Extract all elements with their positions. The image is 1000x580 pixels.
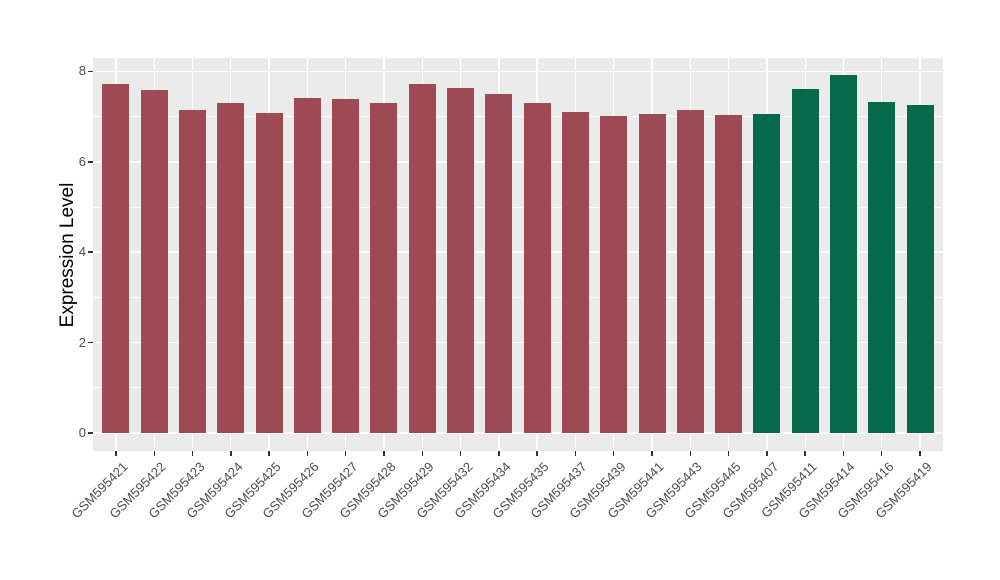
bar-GSM595414: [829, 74, 857, 433]
x-tick-mark: [191, 451, 194, 456]
gridline-major: [93, 251, 943, 253]
x-tick-mark: [421, 451, 424, 456]
bar-GSM595419: [906, 104, 934, 433]
bar-GSM595426: [293, 97, 321, 433]
bar-GSM595441: [638, 114, 666, 433]
y-tick-label: 6: [78, 153, 86, 169]
x-tick-mark: [919, 451, 921, 456]
x-tick-mark: [230, 451, 232, 456]
x-tick-mark: [383, 451, 385, 456]
bar-GSM595411: [791, 88, 819, 433]
y-tick-mark: [88, 251, 93, 253]
gridline-minor: [93, 296, 943, 298]
bar-GSM595425: [255, 112, 283, 433]
gridline-minor: [93, 116, 943, 118]
y-tick-mark: [88, 161, 93, 163]
bar-GSM595421: [102, 84, 130, 433]
x-tick-mark: [498, 451, 500, 456]
x-tick-mark: [766, 451, 768, 456]
bar-GSM595407: [753, 113, 781, 433]
y-axis-title: Expression Level: [57, 182, 78, 328]
x-tick-mark: [727, 451, 730, 456]
bar-GSM595416: [868, 101, 896, 433]
bar-GSM595435: [523, 102, 551, 433]
bar-GSM595424: [217, 103, 245, 433]
bar-GSM595422: [140, 90, 168, 433]
y-tick-mark: [88, 70, 93, 73]
bar-GSM595427: [332, 98, 360, 433]
y-tick-mark: [88, 341, 93, 344]
x-tick-mark: [306, 451, 309, 456]
bar-GSM595432: [447, 88, 475, 433]
y-tick-label: 4: [78, 244, 86, 260]
bar-GSM595439: [600, 116, 628, 433]
bar-GSM595443: [676, 110, 704, 433]
y-tick-label: 2: [78, 334, 86, 350]
x-tick-mark: [268, 451, 270, 456]
gridline-major: [93, 161, 943, 163]
y-tick-label: 0: [78, 425, 86, 440]
x-tick-mark: [804, 451, 806, 456]
gridline-major: [93, 70, 943, 73]
bar-GSM595429: [408, 83, 436, 433]
x-tick-mark: [689, 451, 692, 456]
gridline-major: [93, 432, 943, 434]
gridline-minor: [93, 206, 943, 208]
y-tick-label: 8: [78, 63, 86, 79]
x-tick-mark: [880, 451, 883, 456]
x-tick-mark: [153, 451, 155, 456]
x-tick-mark: [612, 451, 615, 456]
x-tick-mark: [115, 451, 117, 456]
x-tick-mark: [536, 451, 538, 456]
bar-GSM595445: [715, 115, 743, 433]
gridline-major: [93, 341, 943, 344]
x-tick-mark: [459, 451, 462, 456]
x-tick-mark: [344, 451, 347, 456]
bar-GSM595428: [370, 102, 398, 433]
x-tick-mark: [842, 451, 845, 456]
bar-GSM595423: [179, 109, 207, 433]
x-tick-mark: [651, 451, 653, 456]
y-tick-mark: [88, 432, 93, 434]
plot-panel: [93, 58, 943, 451]
bar-GSM595437: [561, 112, 589, 433]
x-tick-mark: [574, 451, 577, 456]
gridline-minor: [93, 387, 943, 389]
bar-GSM595434: [485, 94, 513, 433]
